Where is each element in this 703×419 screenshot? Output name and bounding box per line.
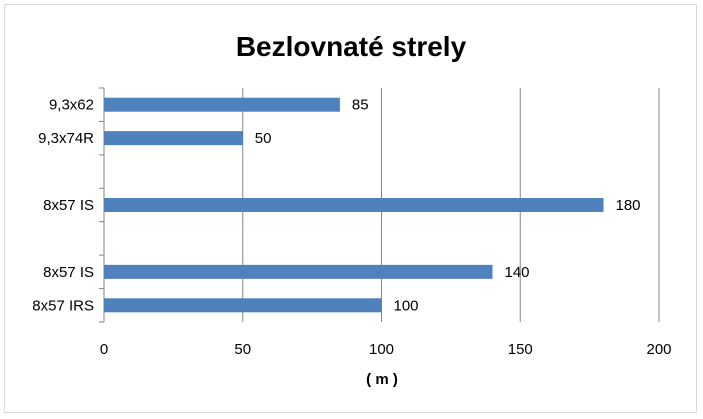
data-label: 100 <box>394 297 419 314</box>
y-tick-label: 9,3x74R <box>38 130 94 147</box>
data-label: 180 <box>616 197 641 214</box>
data-label: 85 <box>352 97 369 114</box>
labels: 0 50 100 150 200 9,3x62 85 9,3x74R 50 8x57 IS 180 8… <box>32 97 671 358</box>
x-axis-label: ( m ) <box>366 371 398 388</box>
data-label: 50 <box>255 130 272 147</box>
x-tick-label: 100 <box>369 341 394 358</box>
bar <box>104 298 382 313</box>
x-tick-label: 200 <box>646 341 671 358</box>
bar <box>104 97 340 112</box>
bars <box>104 97 604 313</box>
y-tick-label: 8x57 IS <box>43 264 94 281</box>
x-tick-label: 150 <box>508 341 533 358</box>
bar <box>104 198 604 212</box>
data-label: 140 <box>505 264 530 281</box>
y-tick-label: 8x57 IRS <box>32 297 94 314</box>
bar <box>104 131 243 146</box>
x-tick-label: 0 <box>100 341 108 358</box>
x-tick-label: 50 <box>234 341 251 358</box>
axes <box>99 87 105 323</box>
y-tick-label: 8x57 IS <box>43 197 94 214</box>
bar <box>104 264 493 279</box>
y-tick-label: 9,3x62 <box>49 97 94 114</box>
chart-title: Bezlovnaté strely <box>236 31 467 62</box>
